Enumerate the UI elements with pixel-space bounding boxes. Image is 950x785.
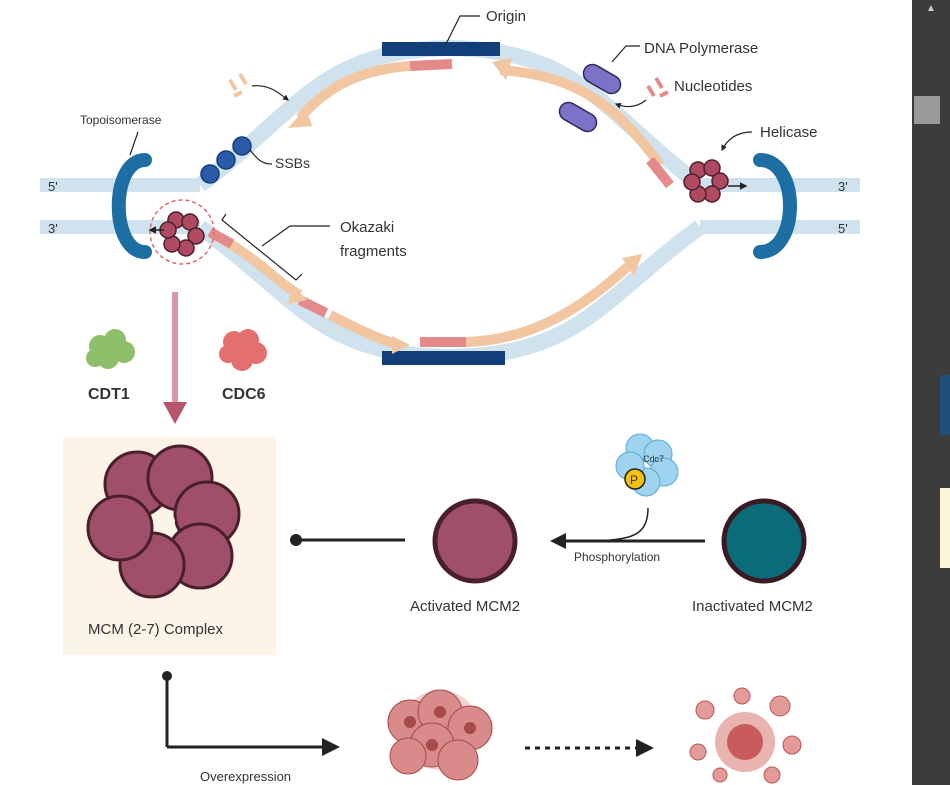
- side-panel-highlight: [940, 488, 950, 568]
- down-arrow-icon: [163, 402, 187, 424]
- mcm-complex-panel: MCM (2-7) Complex: [63, 437, 276, 655]
- inactivated-mcm2: Inactivated MCM2: [692, 501, 813, 615]
- cdc6: CDC6: [219, 329, 267, 403]
- cdc6-protein-icon: [219, 329, 267, 371]
- phosphate-label: P: [630, 473, 638, 487]
- overexpression-path: Overexpression: [162, 671, 340, 784]
- right-top-3prime: 3': [838, 179, 848, 194]
- okazaki-label-line2: fragments: [340, 243, 407, 260]
- scroll-thumb[interactable]: [914, 96, 940, 124]
- nucleotide-bits-left: [230, 74, 288, 100]
- ssbs-label: SSBs: [275, 155, 310, 171]
- phosphorylation-arrow: Phosphorylation: [550, 508, 705, 564]
- cell-cluster-icon: [388, 690, 492, 780]
- ssb-icon: [201, 165, 219, 183]
- inactivated-mcm2-label: Inactivated MCM2: [692, 598, 813, 615]
- overexpression-label: Overexpression: [200, 769, 291, 784]
- dna-replication-diagram: Topoisomerase 5' 3' 3' 5' SSBs Origin DN…: [0, 0, 910, 785]
- right-bottom-5prime: 5': [838, 221, 848, 236]
- overexpression-arrowhead-icon: [322, 738, 340, 756]
- side-panel-accent: [940, 375, 950, 435]
- okazaki-label-line1: Okazaki: [340, 219, 394, 236]
- phosphorylation-arrowhead-icon: [550, 533, 566, 549]
- down-arrow: [163, 292, 187, 424]
- left-top-5prime: 5': [48, 179, 58, 194]
- right-clamp-icon: [760, 160, 790, 252]
- cdc7-protein-icon: [616, 434, 678, 496]
- phosphorylation-label: Phosphorylation: [574, 550, 660, 564]
- dotted-arrowhead-icon: [636, 739, 654, 757]
- cdc6-label: CDC6: [222, 386, 266, 403]
- helicase-label: Helicase: [760, 124, 818, 141]
- primer-upper: [410, 64, 452, 66]
- activated-mcm2-label: Activated MCM2: [410, 598, 520, 615]
- activation-connector: [290, 534, 405, 546]
- dotted-arrow: [525, 739, 654, 757]
- scroll-up-icon[interactable]: ▲: [912, 0, 950, 18]
- cdc7-label: Cdc7: [643, 454, 664, 464]
- dna-polymerase-label: DNA Polymerase: [644, 40, 758, 57]
- activated-mcm2-icon: [435, 501, 515, 581]
- nucleotides-label: Nucleotides: [674, 78, 752, 95]
- inactivated-mcm2-icon: [724, 501, 804, 581]
- cdt1-protein-icon: [86, 329, 135, 369]
- cdt1-label: CDT1: [88, 386, 130, 403]
- cdc7-kinase: Cdc7 P: [616, 434, 678, 496]
- nucleotides: Nucleotides: [616, 78, 752, 107]
- cdt1: CDT1: [86, 329, 135, 403]
- topoisomerase-icon: [119, 160, 145, 252]
- origin-callout: Origin: [446, 8, 526, 44]
- topoisomerase-label: Topoisomerase: [80, 113, 162, 127]
- origin-label: Origin: [486, 8, 526, 25]
- arrowhead-upper-right: [492, 58, 512, 80]
- activated-mcm2: Activated MCM2: [410, 501, 520, 615]
- left-bottom-3prime: 3': [48, 221, 58, 236]
- mcm-complex-label: MCM (2-7) Complex: [88, 621, 224, 638]
- new-strand-lower-left: [220, 238, 300, 295]
- fragmented-cell-icon: [690, 688, 801, 783]
